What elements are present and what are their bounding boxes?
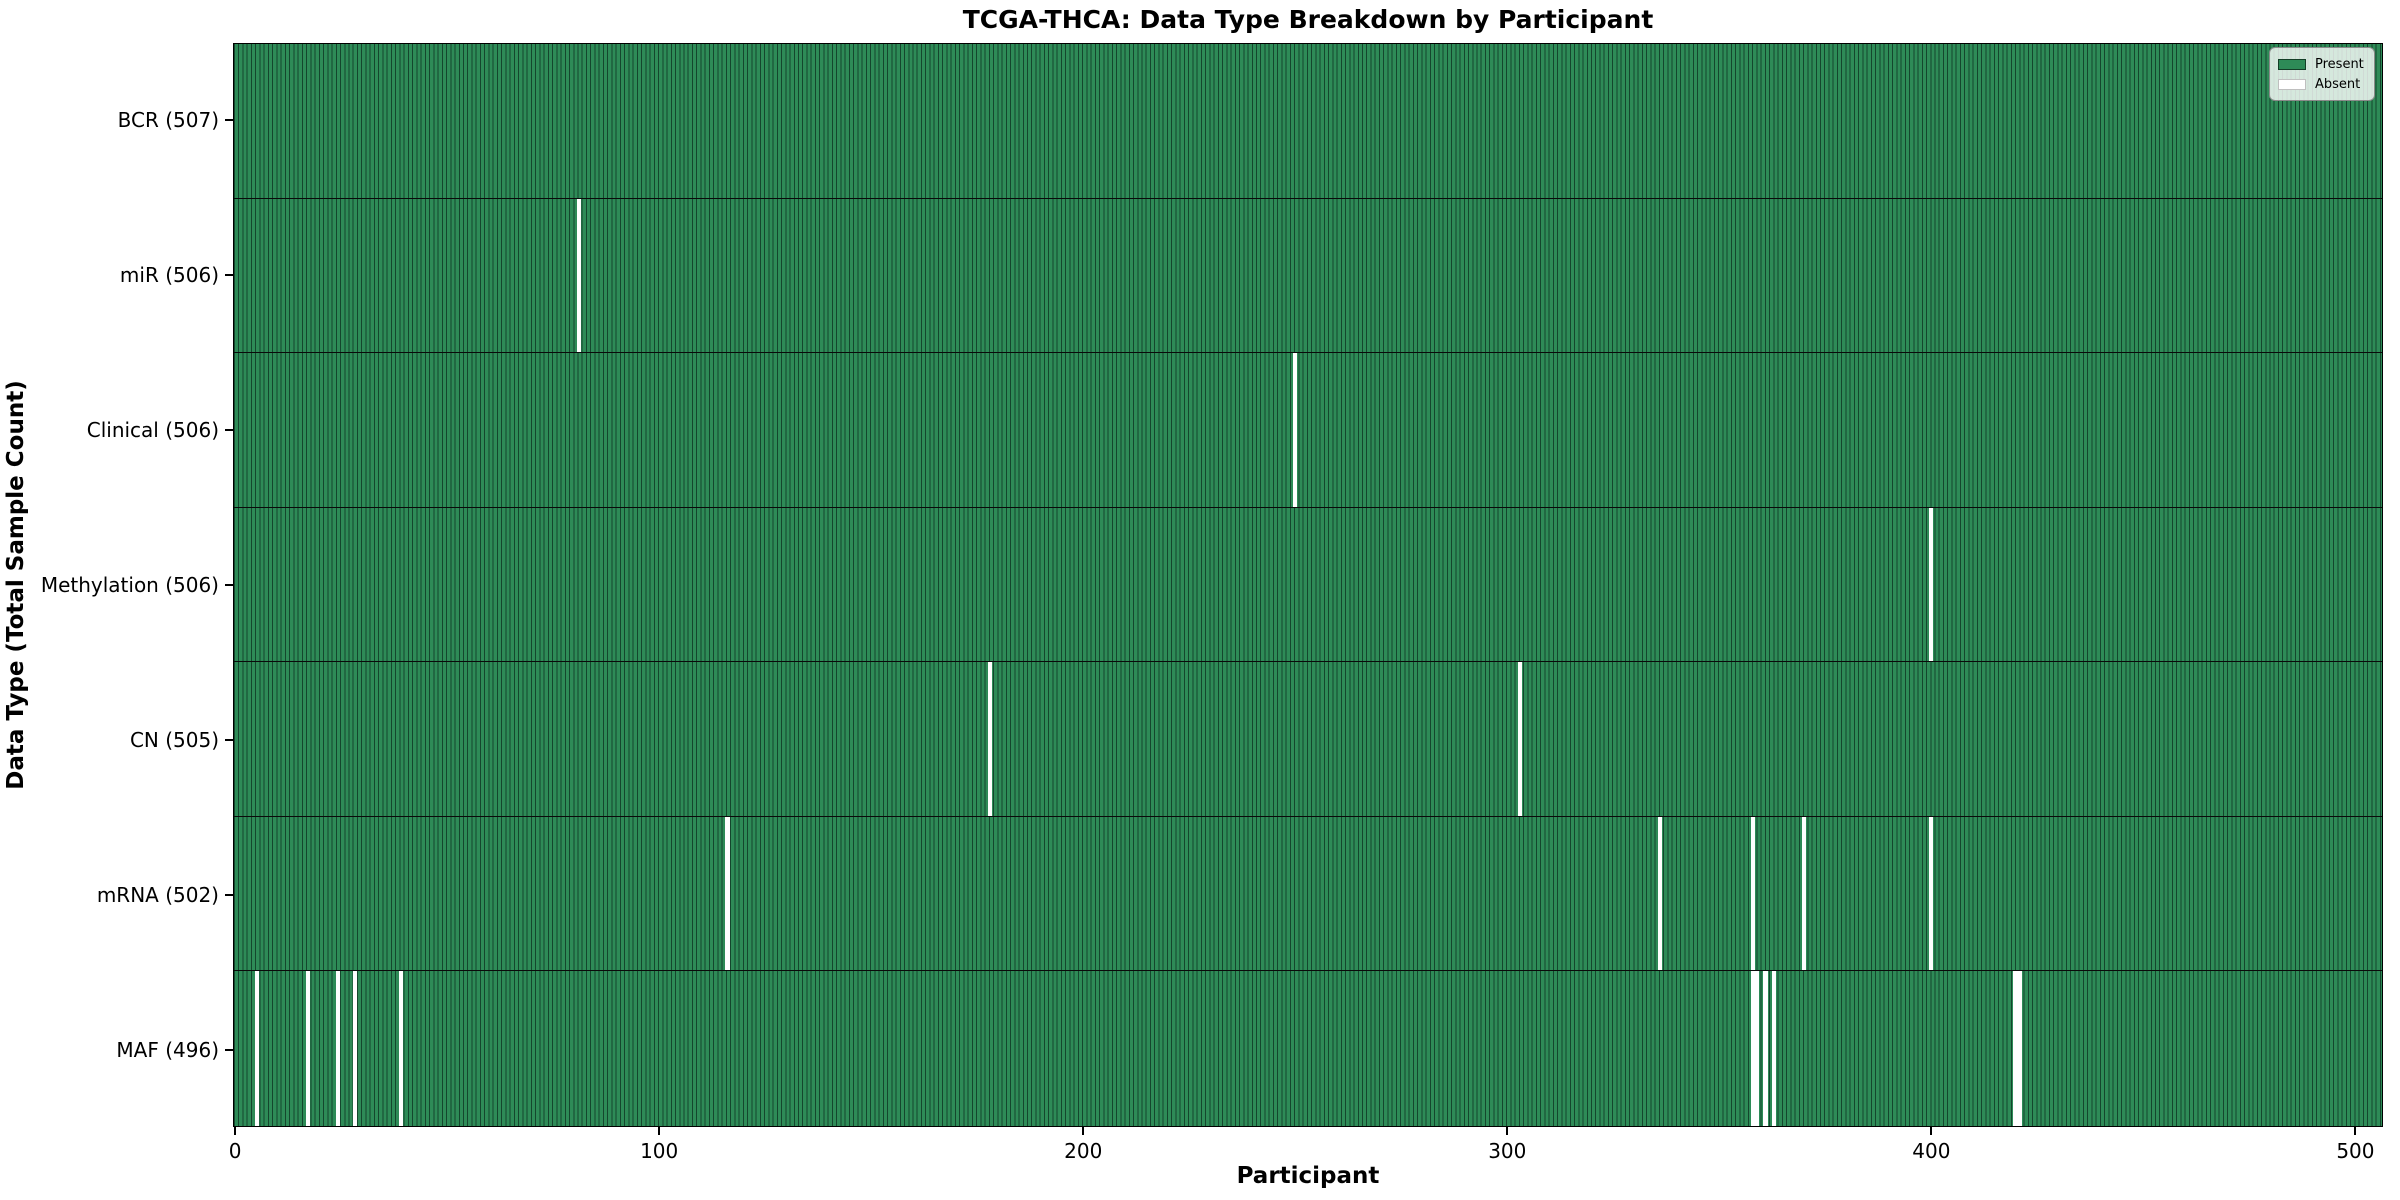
heatmap-row-bcr <box>234 44 2382 199</box>
absent-stripe <box>1517 662 1522 816</box>
x-tick-mark <box>1930 1127 1933 1135</box>
absent-stripe <box>1293 353 1298 507</box>
absent-stripe <box>1771 971 1777 1126</box>
absent-stripe <box>577 198 582 353</box>
y-tick-label-mrna: mRNA (502) <box>96 882 219 907</box>
y-tick-mark <box>225 274 233 277</box>
y-tick-label-cn: CN (505) <box>129 727 219 752</box>
y-tick-label-methylation: Methylation (506) <box>40 573 219 597</box>
y-tick-mark <box>225 119 233 122</box>
x-tick-label-400: 400 <box>1912 1139 1951 1163</box>
x-tick-label-0: 0 <box>228 1139 242 1163</box>
x-tick-mark <box>234 1127 237 1135</box>
legend-present-label: Present <box>2315 56 2364 72</box>
x-axis-label: Participant <box>1236 1163 1380 1189</box>
y-tick-mark <box>225 893 233 896</box>
x-tick-label-300: 300 <box>1488 1139 1527 1163</box>
heatmap-row-mrna <box>234 816 2382 972</box>
x-tick-mark <box>1082 1127 1085 1135</box>
absent-stripe <box>1750 971 1755 1126</box>
absent-stripe <box>2017 971 2022 1126</box>
absent-stripe <box>988 662 993 816</box>
heatmap-row-maf <box>234 971 2382 1126</box>
absent-stripe <box>352 971 357 1126</box>
x-tick-label-500: 500 <box>2336 1139 2375 1163</box>
legend-absent-swatch <box>2278 78 2306 90</box>
y-tick-mark <box>225 1048 233 1051</box>
x-tick-mark <box>2354 1127 2357 1135</box>
x-tick-marks: 0 100 200 300 400 500 <box>229 1127 2383 1177</box>
plot-area <box>233 43 2383 1127</box>
y-tick-marks <box>0 43 233 1127</box>
legend-present-swatch <box>2278 58 2306 70</box>
absent-stripe <box>1754 971 1760 1126</box>
y-tick-label-maf: MAF (496) <box>116 1037 219 1062</box>
legend-entry-present: Present <box>2278 54 2366 74</box>
legend-absent-label: Absent <box>2315 76 2361 92</box>
y-tick-label-clinical: Clinical (506) <box>86 418 219 443</box>
heatmap-row-methylation <box>234 507 2382 663</box>
absent-stripe <box>1750 816 1755 971</box>
legend-entry-absent: Absent <box>2278 74 2366 94</box>
chart-title: TCGA-THCA: Data Type Breakdown by Partic… <box>962 5 1654 34</box>
absent-stripe <box>1657 816 1662 971</box>
absent-stripe <box>1801 816 1806 971</box>
absent-stripe <box>725 816 730 971</box>
absent-stripe <box>1928 507 1933 662</box>
x-tick-label-200: 200 <box>1064 1139 1103 1163</box>
y-tick-mark <box>225 584 233 586</box>
absent-stripe <box>399 971 404 1126</box>
absent-stripe <box>1928 816 1933 971</box>
absent-stripe <box>306 971 311 1126</box>
heatmap-row-mir <box>234 198 2382 354</box>
heatmap-row-clinical <box>234 353 2382 508</box>
absent-stripe <box>335 971 340 1126</box>
legend: Present Absent <box>2269 47 2375 101</box>
heatmap-row-cn <box>234 662 2382 817</box>
x-tick-label-100: 100 <box>640 1139 679 1163</box>
y-tick-mark <box>225 738 233 741</box>
y-tick-labels: BCR (507) miR (506) Clinical (506) Methylat… <box>0 43 233 1127</box>
y-tick-label-mir: miR (506) <box>119 263 219 288</box>
y-tick-label-bcr: BCR (507) <box>117 108 219 133</box>
absent-stripe <box>1763 971 1768 1126</box>
y-tick-mark <box>225 429 233 432</box>
absent-stripe <box>255 971 260 1126</box>
x-tick-mark <box>1506 1127 1509 1135</box>
absent-stripe <box>2013 971 2018 1126</box>
x-tick-mark <box>658 1127 661 1135</box>
